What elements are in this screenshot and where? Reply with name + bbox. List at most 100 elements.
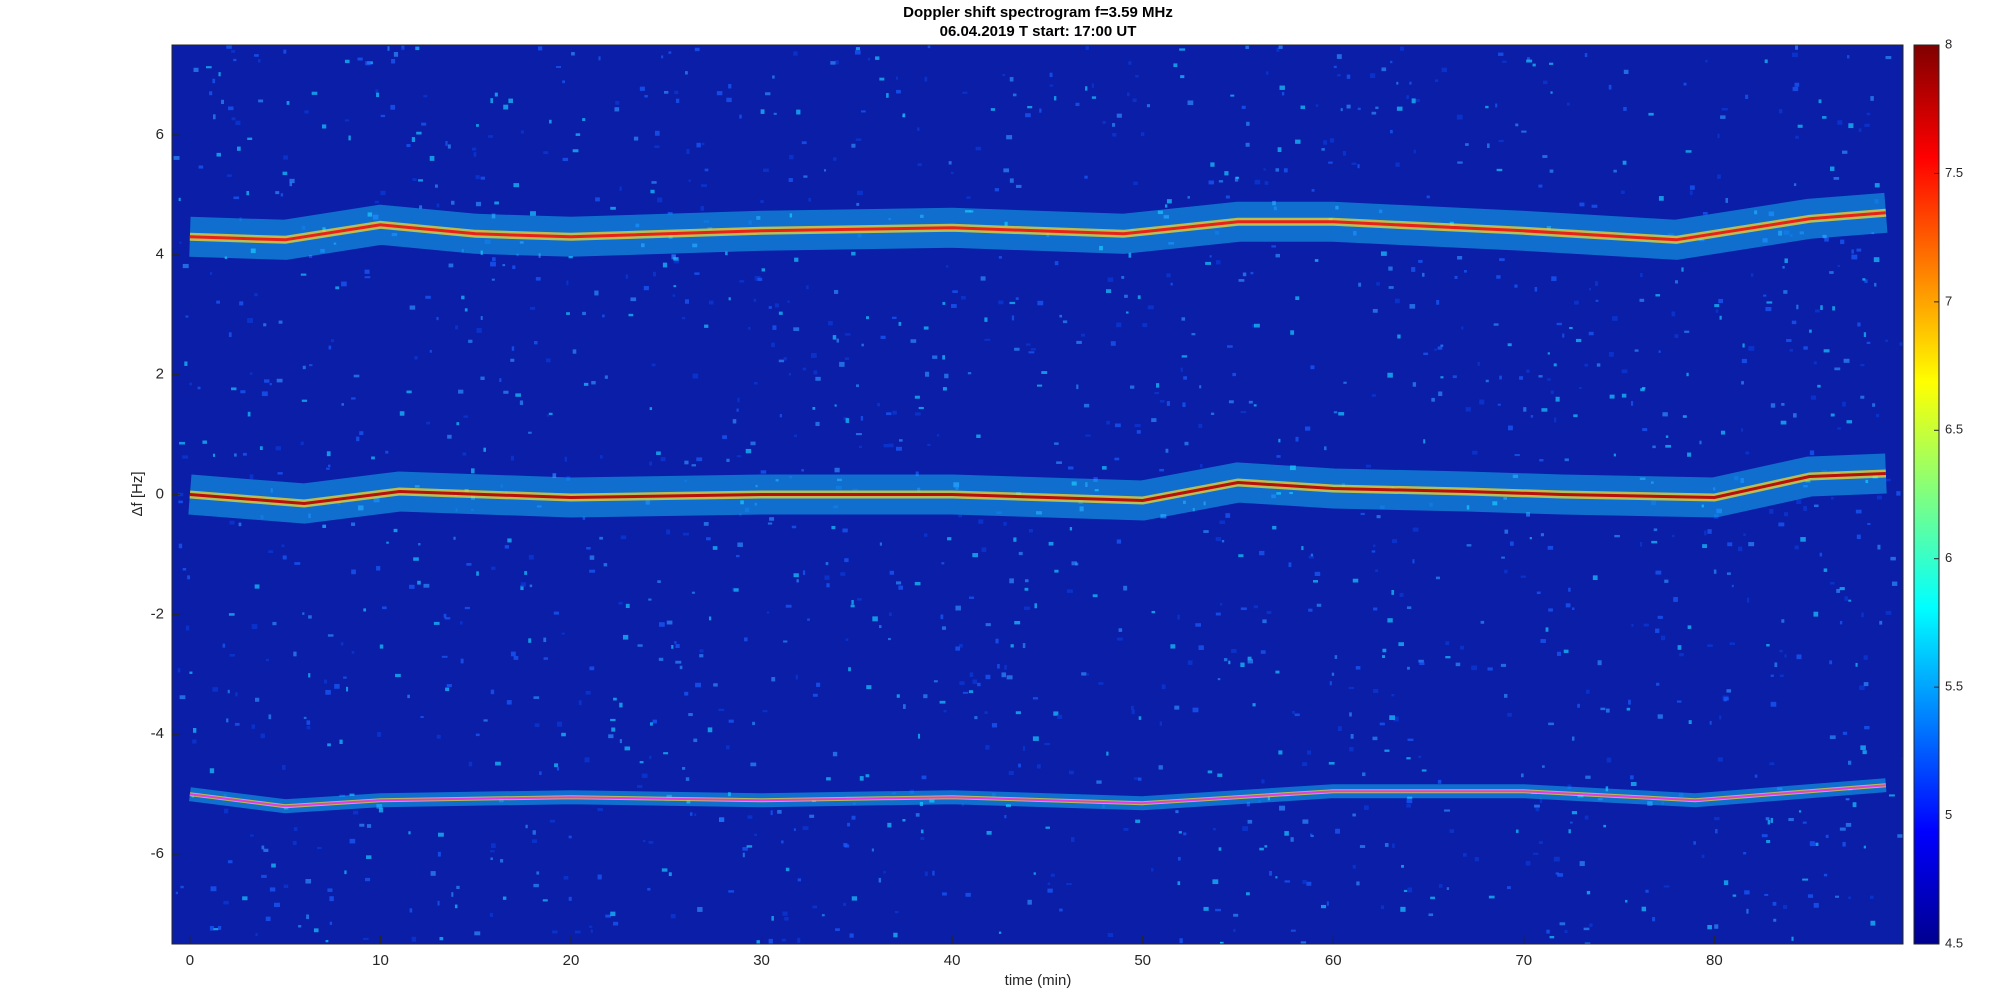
speckle — [1568, 829, 1571, 834]
speckle — [304, 110, 309, 114]
speckle — [1170, 282, 1173, 286]
speckle — [1793, 183, 1797, 187]
speckle — [1302, 880, 1307, 884]
speckle — [1435, 576, 1440, 580]
speckle — [1384, 749, 1390, 752]
speckle — [1219, 520, 1226, 525]
speckle — [1074, 562, 1079, 566]
speckle — [1123, 828, 1129, 831]
speckle — [1684, 330, 1690, 333]
speckle — [1807, 894, 1814, 898]
speckle — [941, 562, 945, 565]
speckle — [1799, 231, 1804, 235]
speckle — [1331, 672, 1335, 676]
speckle — [888, 443, 894, 448]
speckle — [1492, 501, 1498, 506]
speckle — [1306, 881, 1312, 886]
speckle — [1183, 500, 1186, 504]
speckle — [1630, 775, 1634, 780]
speckle — [637, 644, 643, 647]
speckle — [789, 475, 792, 479]
speckle — [915, 813, 920, 817]
speckle — [283, 884, 289, 889]
speckle — [892, 410, 897, 415]
speckle — [755, 484, 758, 488]
speckle — [1698, 238, 1705, 242]
speckle — [1514, 284, 1518, 288]
speckle — [722, 435, 727, 439]
speckle — [591, 381, 596, 385]
speckle — [1252, 324, 1256, 328]
speckle — [694, 47, 700, 52]
speckle — [917, 163, 922, 167]
speckle — [760, 109, 765, 114]
speckle — [1024, 606, 1030, 610]
speckle — [185, 625, 190, 631]
speckle — [1682, 415, 1687, 418]
speckle — [855, 47, 861, 51]
speckle — [762, 710, 768, 713]
plot-area — [173, 45, 1903, 944]
speckle — [1004, 664, 1007, 670]
speckle — [1454, 275, 1458, 279]
speckle — [586, 546, 591, 550]
speckle — [978, 519, 984, 524]
speckle — [1761, 834, 1768, 838]
speckle — [552, 473, 557, 478]
speckle — [1346, 74, 1351, 79]
speckle — [1098, 682, 1104, 685]
speckle — [346, 686, 349, 692]
speckle — [519, 400, 524, 406]
speckle — [602, 314, 605, 318]
x-tick-label: 50 — [1134, 952, 1151, 969]
speckle — [840, 572, 846, 576]
speckle — [1463, 269, 1467, 273]
speckle — [821, 914, 825, 917]
speckle — [386, 541, 389, 544]
speckle — [967, 372, 972, 375]
speckle — [613, 921, 619, 926]
speckle — [492, 257, 496, 262]
speckle — [744, 637, 748, 642]
speckle — [647, 887, 651, 891]
speckle — [924, 871, 928, 876]
speckle — [1056, 461, 1062, 464]
speckle — [445, 140, 448, 146]
speckle — [1151, 610, 1156, 614]
speckle — [1228, 400, 1234, 404]
speckle — [1411, 267, 1416, 272]
speckle — [213, 928, 219, 931]
speckle — [1310, 553, 1313, 557]
speckle — [1630, 781, 1637, 787]
speckle — [1279, 805, 1286, 811]
speckle — [903, 704, 906, 709]
speckle — [663, 752, 669, 755]
speckle — [619, 702, 623, 708]
speckle — [1727, 542, 1733, 547]
speckle — [836, 338, 839, 343]
speckle — [1870, 96, 1874, 101]
speckle — [516, 253, 519, 257]
speckle — [1132, 98, 1137, 102]
speckle — [1725, 197, 1729, 203]
speckle — [554, 763, 559, 768]
speckle — [645, 500, 650, 505]
speckle — [972, 553, 979, 558]
speckle — [1403, 889, 1408, 893]
speckle — [1430, 896, 1435, 900]
speckle — [1445, 641, 1450, 646]
speckle — [1763, 294, 1767, 297]
speckle — [952, 290, 958, 293]
speckle — [1457, 256, 1463, 260]
speckle — [684, 460, 689, 465]
speckle — [1128, 61, 1132, 65]
speckle — [1230, 94, 1235, 97]
speckle — [1438, 391, 1443, 397]
speckle — [879, 625, 882, 629]
speckle — [674, 641, 677, 644]
speckle — [1178, 831, 1182, 834]
speckle — [1594, 281, 1599, 287]
speckle — [351, 651, 355, 654]
speckle — [1731, 584, 1734, 588]
speckle — [619, 739, 623, 744]
